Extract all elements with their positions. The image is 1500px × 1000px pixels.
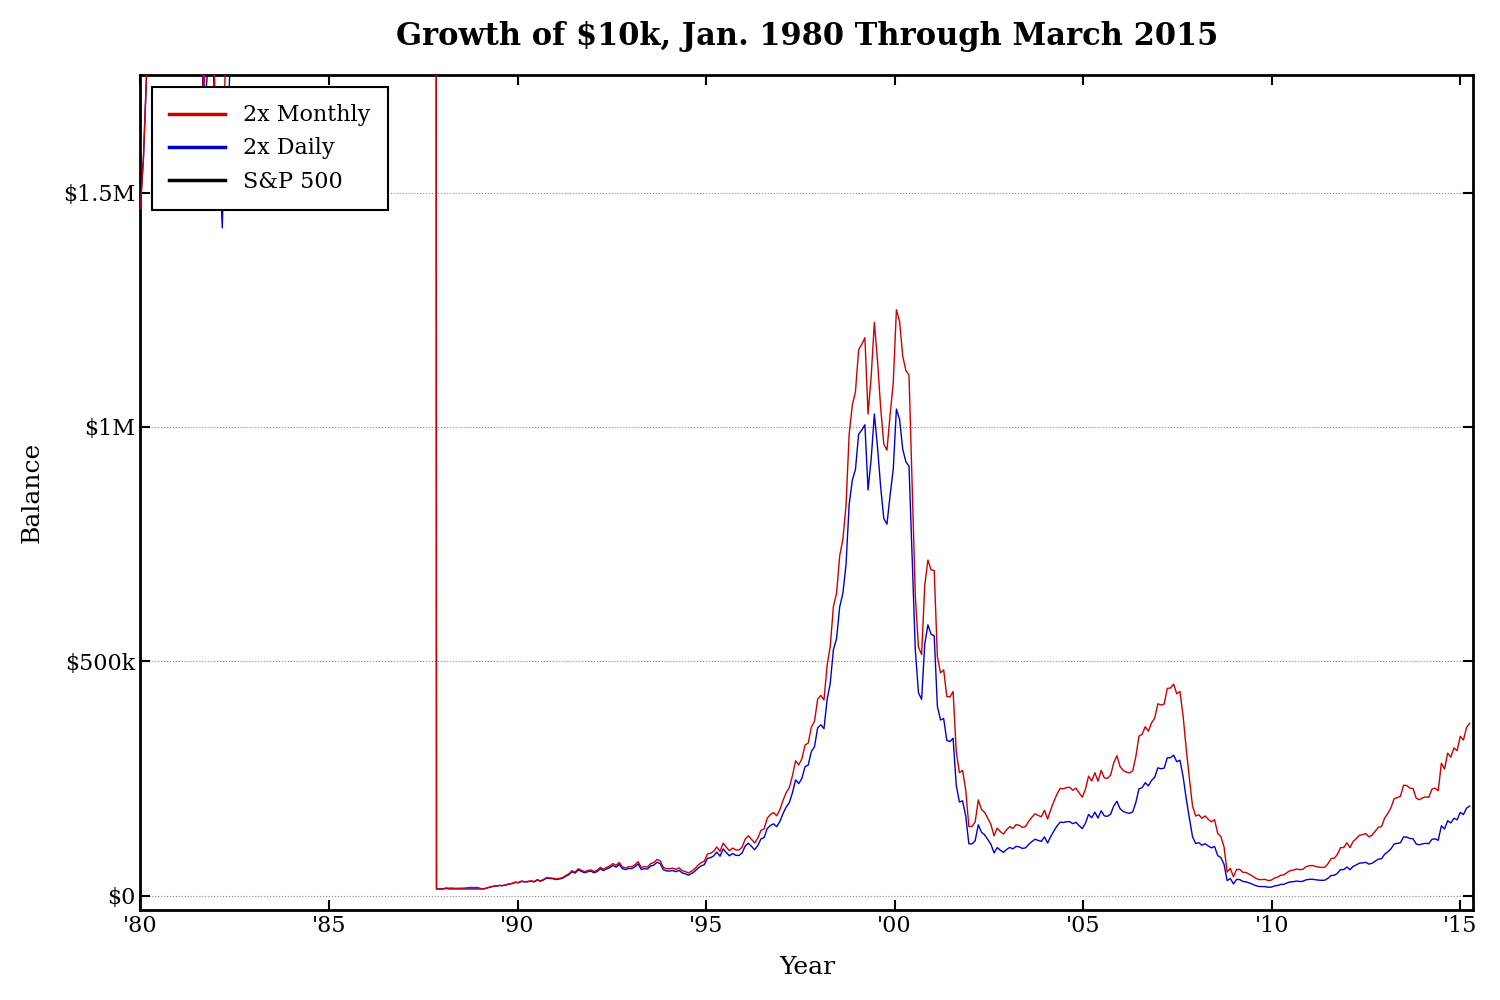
X-axis label: Year: Year <box>778 956 836 979</box>
Title: Growth of $10k, Jan. 1980 Through March 2015: Growth of $10k, Jan. 1980 Through March … <box>396 21 1218 52</box>
Y-axis label: Balance: Balance <box>21 442 44 543</box>
Legend: 2x Monthly, 2x Daily, S&P 500: 2x Monthly, 2x Daily, S&P 500 <box>152 87 388 210</box>
